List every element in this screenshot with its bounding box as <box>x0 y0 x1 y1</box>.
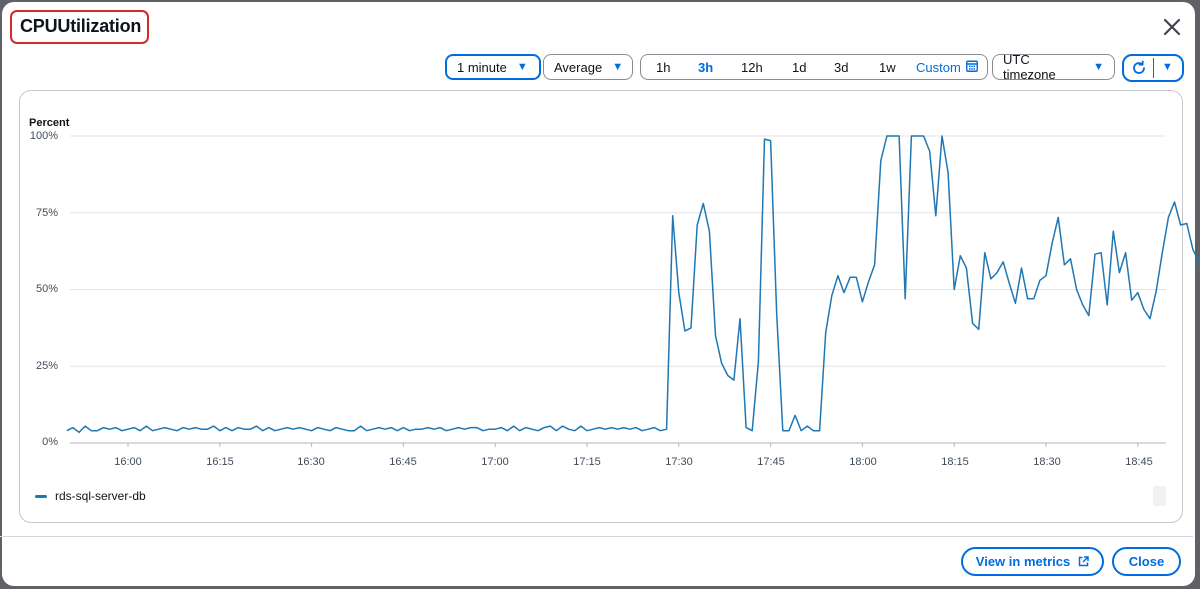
y-tick-label: 100% <box>29 130 58 142</box>
close-button[interactable]: Close <box>1112 547 1181 576</box>
modal-title: CPUUtilization <box>20 16 142 36</box>
x-tick-label: 18:30 <box>1033 456 1061 468</box>
range-1h[interactable]: 1h <box>656 60 671 75</box>
close-button-label: Close <box>1128 554 1165 569</box>
range-12h[interactable]: 12h <box>741 60 763 75</box>
caret-down-icon: ▼ <box>612 61 624 73</box>
range-3d[interactable]: 3d <box>834 60 849 75</box>
x-tick-label: 16:15 <box>206 456 234 468</box>
y-tick-label: 75% <box>35 207 58 219</box>
chart-scroll-handle[interactable] <box>1153 486 1166 506</box>
legend-series-label[interactable]: rds-sql-server-db <box>55 489 146 503</box>
time-range-selector: 1h 3h 12h 1d 3d 1w Custom <box>640 54 988 80</box>
x-tick-label: 16:45 <box>389 456 417 468</box>
y-axis-label: Percent <box>29 117 70 129</box>
range-3h[interactable]: 3h <box>698 60 714 75</box>
x-tick-label: 18:15 <box>941 456 969 468</box>
range-1d[interactable]: 1d <box>792 60 807 75</box>
refresh-options-caret-icon[interactable]: ▼ <box>1162 61 1173 73</box>
view-in-metrics-button[interactable]: View in metrics <box>961 547 1104 576</box>
x-tick-label: 16:30 <box>297 456 325 468</box>
footer-divider <box>0 536 1193 537</box>
range-custom[interactable]: Custom <box>916 60 961 75</box>
refresh-button-group[interactable]: ▼ <box>1122 54 1184 82</box>
y-tick-label: 25% <box>35 360 58 372</box>
external-link-icon <box>1078 556 1089 567</box>
x-tick-label: 17:45 <box>757 456 785 468</box>
x-tick-label: 17:00 <box>481 456 509 468</box>
caret-down-icon: ▼ <box>1093 61 1104 73</box>
period-value: 1 minute <box>457 59 507 75</box>
title-highlight-box <box>10 10 149 44</box>
chart-legend: rds-sql-server-db <box>35 489 146 503</box>
period-select[interactable]: 1 minute ▼ <box>445 54 541 80</box>
refresh-icon[interactable] <box>1131 60 1147 76</box>
range-1w[interactable]: 1w <box>879 60 896 75</box>
x-tick-label: 18:00 <box>849 456 877 468</box>
legend-swatch <box>35 494 47 498</box>
statistic-value: Average <box>554 59 603 75</box>
statistic-select[interactable]: Average ▼ <box>543 54 633 80</box>
view-in-metrics-label: View in metrics <box>975 554 1071 569</box>
x-tick-label: 16:00 <box>114 456 142 468</box>
x-tick-label: 17:30 <box>665 456 693 468</box>
calendar-icon <box>966 60 978 72</box>
series-line-rds-sql-server-db[interactable] <box>66 135 1200 434</box>
caret-down-icon: ▼ <box>516 61 528 73</box>
close-icon[interactable] <box>1159 14 1185 40</box>
timezone-select[interactable]: UTC timezone ▼ <box>992 52 1115 82</box>
x-tick-label: 17:15 <box>573 456 601 468</box>
chart-panel <box>19 90 1183 523</box>
y-tick-label: 0% <box>42 436 58 448</box>
y-tick-label: 50% <box>35 283 58 295</box>
timezone-value: UTC timezone <box>1003 52 1056 82</box>
x-tick-label: 18:45 <box>1125 456 1153 468</box>
